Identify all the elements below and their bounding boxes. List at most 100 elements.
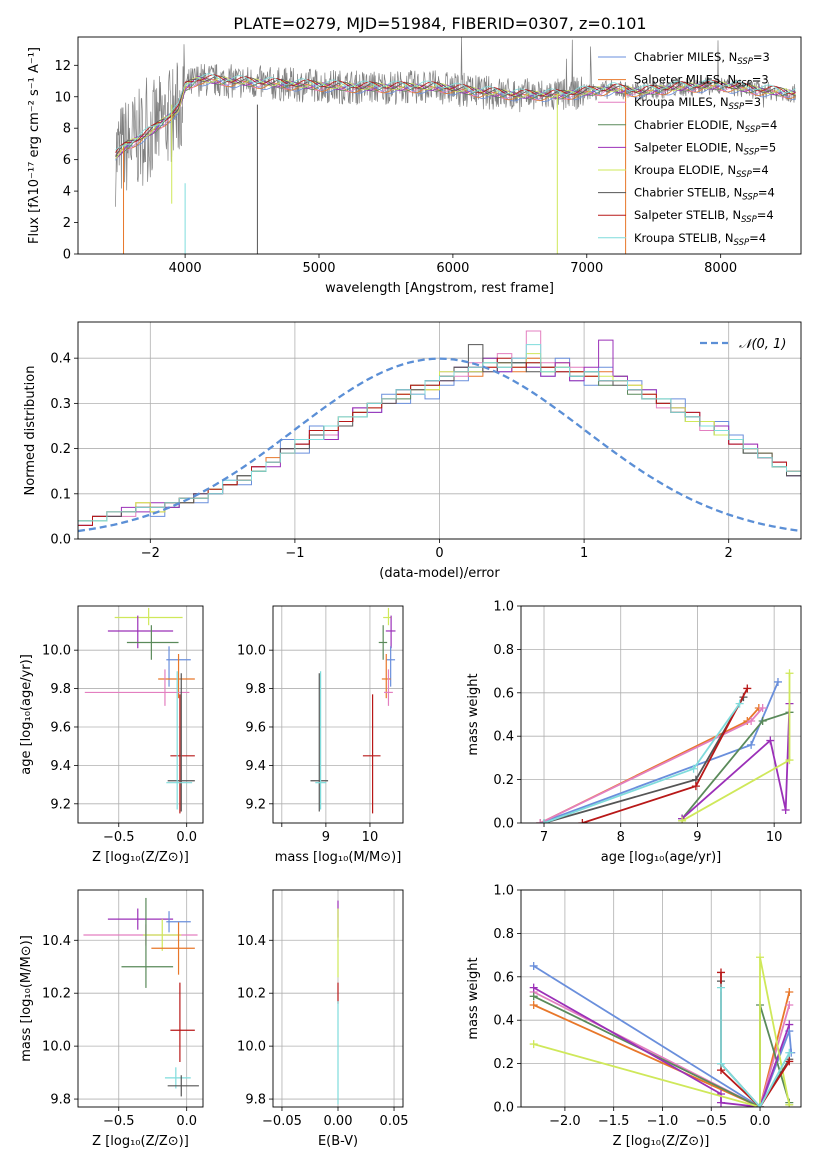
y-tick-label: 10.4 [237,934,266,949]
z_weights-lines [529,953,796,1107]
y-tick-label: 9.2 [245,797,266,812]
y-tick-label: 0.2 [493,773,514,788]
errorbar-point-chabrier_miles [166,911,191,933]
y-tick-label: 0.2 [493,1057,514,1072]
errorbar-point-salpeter_miles [381,654,391,699]
y-tick-label: 12 [54,59,71,74]
z_vs_mass-frame [77,889,204,1108]
histogram-chabrier_stelib [78,344,801,539]
histogram-group [78,330,801,539]
x-axis-label: wavelength [Angstrom, rest frame] [325,281,554,296]
histogram-salpeter_elodie [78,339,801,539]
weight-marker-kroupa_stelib [735,699,744,708]
y-tick-label: 1.0 [493,884,514,899]
mass_vs_age-points [310,607,396,814]
histogram-kroupa_stelib [78,344,801,539]
z_vs_age-points [84,607,195,814]
x-tick-label: −0.5 [103,830,135,845]
y-tick-label: 10.2 [42,987,71,1002]
legend-name: Chabrier ELODIE, N [634,118,745,132]
legend-name: Kroupa ELODIE, N [634,163,736,177]
y-tick-label: 0.4 [50,352,71,367]
weight-line-chabrier_stelib [543,696,745,823]
weight-line-salpeter_elodie [533,986,791,1107]
weight-marker-salpeter_elodie [529,983,538,992]
y-tick-label: 10.0 [42,1040,71,1055]
mass_vs_age-axes: 9 10 9.2 9.4 9.6 9.8 10.0 mass [log₁₀(M/M⊙)] [237,606,403,865]
x-tick-label: −1.0 [647,1114,679,1129]
legend-label: Chabrier MILES, NSSP=3 [634,50,770,67]
weight-marker-salpeter_stelib [717,968,725,977]
legend-suffix: =4 [752,163,769,177]
y-tick-label: 0.4 [493,1014,514,1029]
legend-name: Chabrier STELIB, N [634,186,742,200]
legend-name: Salpeter STELIB, N [634,208,741,222]
legend-suffix: =4 [758,186,775,200]
residuals-frame [77,321,802,540]
y-tick-label: 0.1 [50,487,71,502]
spectrum-lines [115,37,796,254]
weight-marker-salpeter_stelib [785,1057,794,1066]
y-tick-label: 0.3 [50,397,71,412]
ebv_vs_mass-axes: −0.05 0.00 0.05 9.8 10.0 10.2 10.4 E(B-V) [237,890,409,1149]
y-tick-label: 10.0 [237,644,266,659]
weight-marker-chabrier_miles [747,740,756,749]
legend-subscript: SSP [736,80,752,90]
errorbar-point-kroupa_elodie [143,919,182,951]
x-tick-label: 0.0 [176,1114,197,1129]
legend-name: Chabrier MILES, N [634,50,737,64]
weight-marker-chabrier_miles [773,677,782,686]
z_weights-axes: −2.0 −1.5 −1.0 −0.5 0.0 0.0 0.2 0.4 0.6 0.8 1.0 Z [… [466,884,801,1149]
weight-marker-kroupa_stelib [785,1048,794,1057]
weight-marker-chabrier_elodie [758,717,767,726]
x-tick-label: 8000 [704,261,737,276]
x-tick-label: −2 [141,546,160,561]
legend-suffix: =4 [757,208,774,222]
x-tick-label: −0.5 [103,1114,135,1129]
errorbar-point-kroupa_miles [384,669,393,706]
weight-marker-kroupa_miles [785,1001,794,1010]
x-axis-label: (data-model)/error [379,566,500,581]
weight-marker-salpeter_elodie [766,736,775,745]
weight-marker-salpeter_stelib [691,782,700,791]
y-tick-label: 0.8 [493,643,514,658]
weight-marker-kroupa_stelib [689,764,698,773]
legend-subscript: SSP [744,147,760,157]
model-line-kroupa_elodie [115,76,796,160]
errorbar-point-salpeter_elodie [107,615,174,649]
y-tick-label: 9.6 [245,720,266,735]
legend-subscript: SSP [745,125,761,135]
weight-marker-kroupa_miles [758,703,767,712]
x-axis-label: Z [log₁₀(Z/Z⊙)] [92,1134,189,1149]
y-tick-label: 0 [63,248,71,263]
x-axis-label: Z [log₁₀(Z/Z⊙)] [613,1134,710,1149]
y-axis-label: mass weight [466,673,481,755]
spectrum-axes: 4000 5000 6000 7000 8000 0 2 4 6 8 10 12 wavelength … [27,47,737,296]
weight-marker-salpeter_miles [529,1001,538,1010]
x-axis-label: Z [log₁₀(Z/Z⊙)] [92,850,189,865]
model-line-salpeter_stelib [115,74,796,153]
y-tick-label: 10.4 [42,934,71,949]
y-tick-label: 9.8 [50,682,71,697]
errorbar-point-salpeter_elodie [385,615,396,649]
age_weights-axes: 7 8 9 10 0.0 0.2 0.4 0.6 0.8 1.0 age [log₁₀(age/yr… [466,600,801,865]
x-tick-label: 8 [617,830,625,845]
weight-line-kroupa_stelib [720,987,791,1107]
weight-marker-salpeter_elodie [781,805,790,814]
y-tick-label: 10.2 [237,987,266,1002]
weight-marker-salpeter_stelib [578,819,587,823]
model-line-kroupa_stelib [115,73,796,151]
x-axis-label: mass [log₁₀(M/M⊙)] [275,850,402,865]
errorbar-point-kroupa_stelib [315,671,327,810]
weight-marker-kroupa_elodie [756,953,765,962]
errorbar-point-kroupa_elodie [383,607,392,626]
legend-label: Salpeter STELIB, NSSP=4 [634,208,774,225]
y-tick-label: 2 [63,216,71,231]
legend-subscript: SSP [729,102,745,112]
legend-name: Kroupa STELIB, N [634,231,734,245]
x-tick-label: 9 [322,830,330,845]
y-tick-label: 6 [63,153,71,168]
figure-title: PLATE=0279, MJD=51984, FIBERID=0307, z=0… [233,14,646,33]
weight-line-salpeter_miles [533,991,791,1107]
